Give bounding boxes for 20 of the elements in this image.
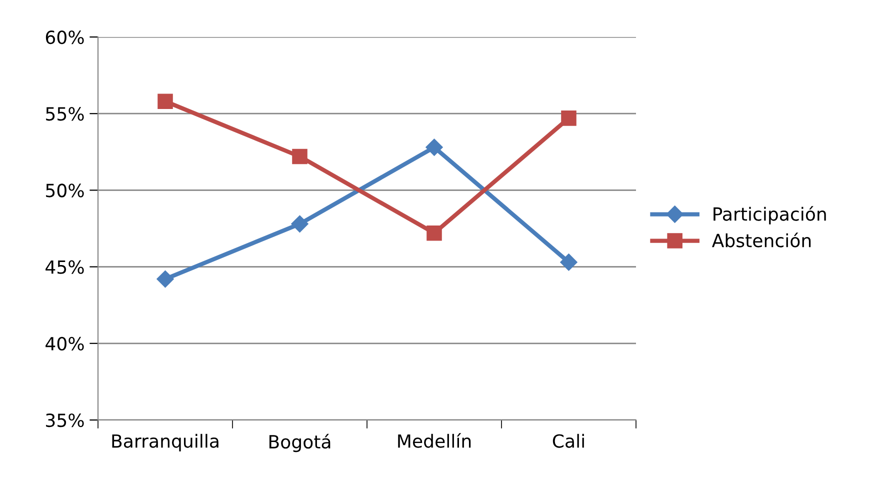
point <box>560 254 578 271</box>
legend-label: Participación <box>714 206 826 224</box>
y-tick-label: 40% <box>46 336 84 351</box>
point <box>426 138 443 156</box>
point <box>426 225 442 241</box>
point <box>158 94 173 109</box>
point <box>292 148 308 164</box>
x-tick-label: Barranquilla <box>112 434 218 452</box>
point <box>291 215 308 232</box>
y-tick-label: 50% <box>46 184 84 198</box>
point <box>561 110 576 126</box>
y-tick-label: 45% <box>46 260 84 274</box>
y-tick-label: 35% <box>46 413 84 428</box>
y-tick-label: 55% <box>46 107 84 121</box>
y-tick-label: 60% <box>46 30 84 44</box>
point <box>156 270 174 288</box>
legend-label: Abstención <box>712 232 811 248</box>
x-tick-label: Cali <box>552 434 584 448</box>
x-tick-label: Medellín <box>398 433 471 448</box>
x-tick-label: Bogotá <box>269 434 330 452</box>
